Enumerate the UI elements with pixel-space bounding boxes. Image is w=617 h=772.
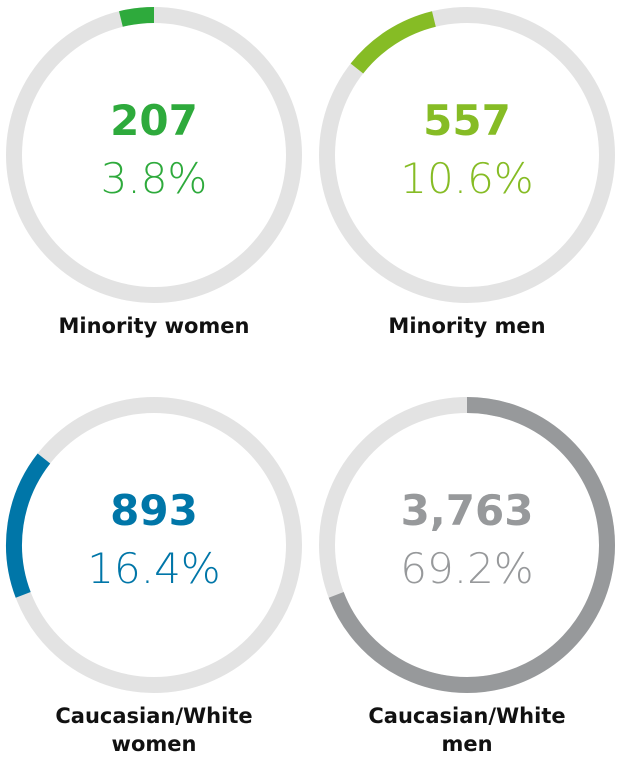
donut-chart: 557 10.6% bbox=[319, 7, 615, 303]
donut-segment bbox=[118, 7, 155, 27]
count-label: 557 bbox=[423, 96, 511, 145]
donut-track bbox=[319, 7, 615, 303]
category-label: Minority women bbox=[58, 314, 250, 338]
donut-panel: 3,763 69.2% Caucasian/White men bbox=[313, 390, 617, 758]
donut-panel: 207 3.8% Minority women bbox=[0, 0, 308, 340]
percent-label: 3.8% bbox=[101, 154, 208, 203]
percent-label: 69.2% bbox=[400, 544, 533, 593]
percent-label: 10.6% bbox=[400, 154, 533, 203]
donut-segment bbox=[350, 11, 436, 74]
donut-chart: 893 16.4% bbox=[6, 397, 302, 693]
count-label: 207 bbox=[110, 96, 198, 145]
count-label: 893 bbox=[110, 486, 198, 535]
category-label: Minority men bbox=[388, 314, 546, 338]
donut-chart: 207 3.8% bbox=[6, 7, 302, 303]
category-label: Caucasian/White women bbox=[55, 704, 253, 756]
donut-panel: 893 16.4% Caucasian/White women bbox=[0, 390, 308, 758]
count-label: 3,763 bbox=[401, 486, 534, 535]
donut-panel: 557 10.6% Minority men bbox=[313, 0, 617, 340]
donut-chart: 3,763 69.2% bbox=[319, 397, 615, 693]
percent-label: 16.4% bbox=[87, 544, 220, 593]
donut-segment bbox=[328, 397, 615, 693]
category-label: Caucasian/White men bbox=[368, 704, 566, 756]
donut-segment bbox=[6, 453, 51, 598]
